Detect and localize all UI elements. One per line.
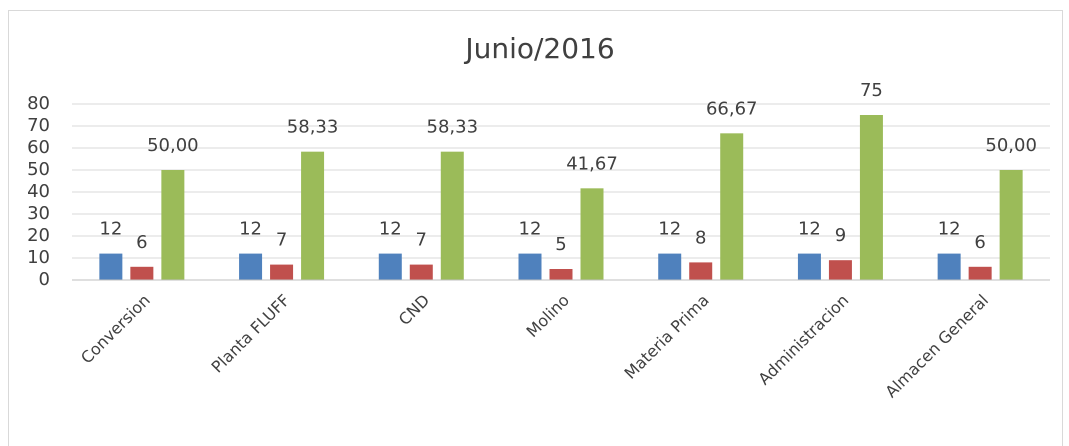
bar bbox=[797, 253, 821, 280]
data-label: 75 bbox=[860, 80, 883, 101]
y-tick-label: 40 bbox=[27, 181, 50, 202]
bar bbox=[689, 262, 713, 280]
bar bbox=[301, 151, 325, 280]
chart-title: Junio/2016 bbox=[463, 32, 614, 65]
bar bbox=[999, 170, 1023, 280]
data-label: 58,33 bbox=[287, 117, 339, 138]
data-label: 12 bbox=[239, 219, 262, 240]
y-tick-label: 30 bbox=[27, 203, 50, 224]
data-label: 66,67 bbox=[706, 98, 758, 119]
data-label: 12 bbox=[99, 219, 122, 240]
data-label: 12 bbox=[658, 219, 681, 240]
bar bbox=[270, 264, 294, 280]
data-label: 50,00 bbox=[147, 135, 199, 156]
data-label: 5 bbox=[555, 234, 566, 255]
y-tick-label: 10 bbox=[27, 247, 50, 268]
bar bbox=[409, 264, 433, 280]
bar bbox=[518, 253, 542, 280]
data-label: 6 bbox=[974, 232, 985, 253]
data-label: 6 bbox=[136, 232, 147, 253]
data-label: 41,67 bbox=[566, 153, 618, 174]
y-tick-label: 80 bbox=[27, 93, 50, 114]
bar bbox=[720, 133, 744, 280]
bar bbox=[859, 115, 883, 280]
data-label: 8 bbox=[695, 227, 706, 248]
data-label: 58,33 bbox=[427, 117, 479, 138]
data-label: 12 bbox=[379, 219, 402, 240]
data-label: 12 bbox=[798, 219, 821, 240]
bar bbox=[161, 170, 185, 280]
bar bbox=[440, 151, 464, 280]
bar bbox=[99, 253, 123, 280]
data-label: 12 bbox=[519, 219, 542, 240]
data-label: 50,00 bbox=[985, 135, 1037, 156]
bar bbox=[828, 260, 852, 280]
y-tick-label: 60 bbox=[27, 137, 50, 158]
y-tick-label: 70 bbox=[27, 115, 50, 136]
y-tick-label: 50 bbox=[27, 159, 50, 180]
y-tick-label: 20 bbox=[27, 225, 50, 246]
bar bbox=[130, 266, 154, 280]
bar bbox=[239, 253, 263, 280]
bar bbox=[658, 253, 682, 280]
data-label: 9 bbox=[835, 225, 846, 246]
data-label: 7 bbox=[416, 230, 427, 251]
bar bbox=[968, 266, 992, 280]
data-label: 12 bbox=[938, 219, 961, 240]
bar bbox=[549, 269, 573, 280]
bar bbox=[580, 188, 604, 280]
bar bbox=[378, 253, 402, 280]
bar bbox=[937, 253, 961, 280]
y-tick-label: 0 bbox=[39, 269, 50, 290]
data-label: 7 bbox=[276, 230, 287, 251]
